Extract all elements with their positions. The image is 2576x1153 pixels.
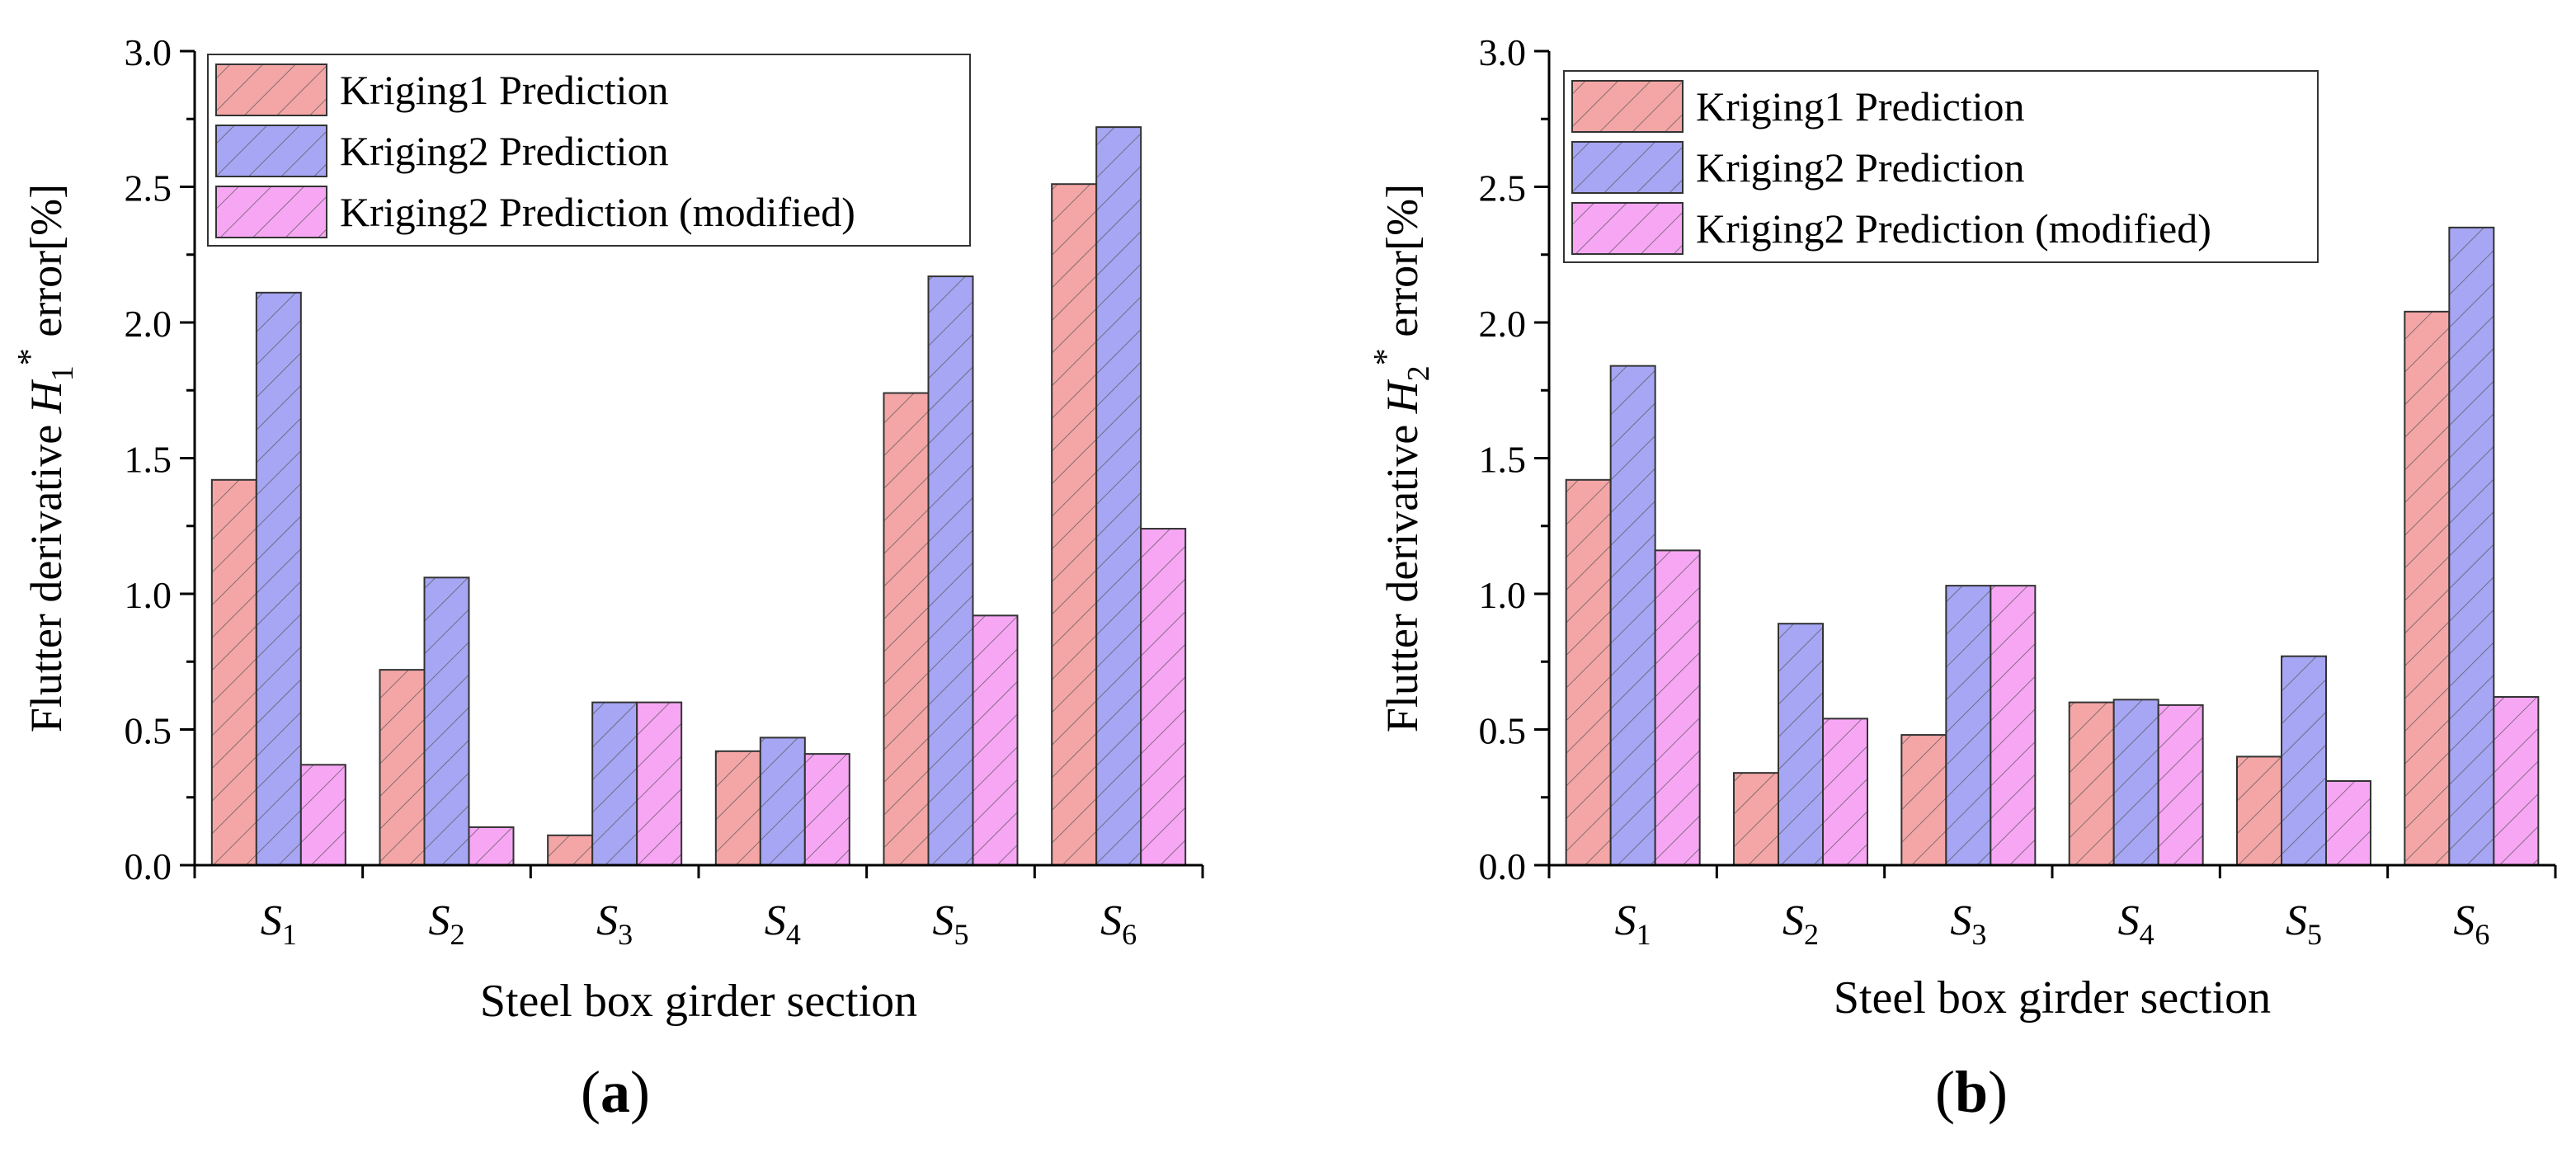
legend-label-kriging1: Kriging1 Prediction — [340, 67, 669, 113]
panel-label: (a) — [581, 1059, 650, 1125]
bar-kriging1-s5 — [2236, 755, 2282, 867]
bar-kriging2-modified-s5 — [2325, 780, 2371, 867]
legend-swatch-kriging1 — [1571, 80, 1684, 133]
bar-kriging1-s6 — [2404, 310, 2451, 866]
bar-kriging2-s6 — [2448, 226, 2495, 867]
bar-kriging1-s5 — [883, 392, 930, 867]
y-tick-label: 0.0 — [125, 845, 172, 887]
x-tick-label-s4: S4 — [2118, 897, 2155, 951]
bar-kriging2-s1 — [1609, 365, 1656, 866]
legend-swatch-kriging1 — [215, 64, 327, 116]
y-tick-label: 1.5 — [125, 439, 172, 481]
bar-kriging2-modified-s3 — [1990, 585, 2037, 866]
bar-kriging2-modified-s1 — [1654, 549, 1701, 866]
y-tick-label: 0.5 — [125, 710, 172, 752]
x-tick-label-s6: S6 — [2453, 897, 2489, 951]
legend-swatch-kriging2-modified — [215, 186, 327, 238]
bar-kriging2-s2 — [423, 576, 470, 866]
x-axis-label: Steel box girder section — [480, 976, 917, 1027]
bar-kriging2-modified-s4 — [803, 753, 850, 866]
bar-kriging2-s6 — [1095, 126, 1142, 866]
bar-kriging1-s2 — [1733, 772, 1779, 867]
chart-panel-b: 0.0 0.5 1.0 1.5 2.0 2.5 3.0 S1 S2 S3 S4 S5 S6 Krigin… — [1368, 31, 2557, 1125]
x-tick-label-s5: S5 — [2286, 897, 2322, 951]
bar-kriging2-modified-s6 — [2493, 696, 2540, 867]
bar-kriging1-s2 — [379, 669, 426, 866]
bar-kriging1-s1 — [210, 478, 257, 866]
bars-group — [210, 126, 1187, 867]
x-tick-label-s2: S2 — [1782, 897, 1819, 951]
bar-kriging2-modified-s1 — [299, 764, 346, 867]
bar-kriging1-s3 — [1900, 734, 1947, 867]
bar-kriging1-s4 — [714, 750, 761, 866]
y-tick-label: 2.5 — [125, 167, 172, 209]
legend-label-kriging2-modified: Kriging2 Prediction (modified) — [340, 189, 855, 235]
bar-kriging1-s4 — [2068, 701, 2115, 866]
legend-swatch-kriging2-modified — [1571, 202, 1684, 255]
legend-label-kriging1: Kriging1 Prediction — [1696, 83, 2025, 129]
legend: Kriging1 Prediction Kriging2 Prediction Kr… — [1563, 70, 2319, 263]
bar-kriging2-modified-s5 — [972, 614, 1019, 866]
legend-frame — [207, 54, 971, 247]
bar-kriging2-s4 — [2112, 699, 2159, 866]
y-tick-label: 1.5 — [1479, 439, 1527, 481]
legend-swatch-kriging2 — [215, 125, 327, 177]
y-tick-label: 0.0 — [1479, 845, 1527, 887]
x-tick-label-s4: S4 — [765, 897, 801, 951]
y-tick-label: 2.0 — [125, 303, 172, 345]
chart-panel-a: 0.0 0.5 1.0 1.5 2.0 2.5 3.0 S1 S2 S3 S4 S5 S6 Krigin… — [12, 31, 1204, 1125]
y-tick-label: 2.0 — [1479, 303, 1527, 345]
panel-label: (b) — [1935, 1059, 2008, 1125]
legend-label-kriging2-modified: Kriging2 Prediction (modified) — [1696, 205, 2211, 252]
x-tick-label-s3: S3 — [1950, 897, 1986, 951]
bar-kriging2-s5 — [2281, 655, 2327, 866]
axes-group: 0.0 0.5 1.0 1.5 2.0 2.5 3.0 S1 S2 S3 S4 S5 S6 — [1479, 31, 2557, 951]
x-axis-label: Steel box girder section — [1834, 972, 2271, 1024]
bar-kriging2-s3 — [1945, 585, 1992, 866]
x-tick-label-s1: S1 — [261, 897, 297, 951]
bar-kriging2-s4 — [759, 737, 806, 866]
legend-swatch-kriging2 — [1571, 141, 1684, 194]
x-tick-label-s1: S1 — [1615, 897, 1651, 951]
bar-kriging2-s3 — [591, 701, 638, 866]
bar-kriging2-modified-s2 — [468, 826, 515, 867]
bar-kriging2-modified-s6 — [1140, 528, 1187, 866]
x-tick-label-s3: S3 — [596, 897, 633, 951]
bar-kriging1-s6 — [1051, 183, 1098, 866]
bar-kriging2-modified-s4 — [2157, 704, 2204, 867]
x-tick-label-s2: S2 — [429, 897, 465, 951]
y-tick-label: 1.0 — [125, 574, 172, 616]
legend-label-kriging2: Kriging2 Prediction — [1696, 144, 2025, 191]
y-tick-label: 1.0 — [1479, 574, 1527, 616]
y-tick-label: 3.0 — [125, 31, 172, 73]
legend: Kriging1 Prediction Kriging2 Prediction Kr… — [207, 54, 971, 247]
bar-kriging2-modified-s2 — [1822, 718, 1868, 867]
bar-kriging2-s2 — [1778, 623, 1824, 866]
y-axis-label: Flutter derivative H2* error[%] — [1368, 184, 1436, 732]
bar-kriging2-s1 — [255, 291, 302, 866]
bars-group — [1565, 226, 2540, 867]
bar-kriging1-s1 — [1565, 478, 1612, 866]
x-tick-label-s5: S5 — [933, 897, 969, 951]
bar-kriging2-s5 — [927, 275, 974, 866]
y-tick-label: 2.5 — [1479, 167, 1527, 209]
x-tick-label-s6: S6 — [1100, 897, 1137, 951]
bar-kriging1-s3 — [547, 834, 594, 866]
axes-group: 0.0 0.5 1.0 1.5 2.0 2.5 3.0 S1 S2 S3 S4 S5 S6 — [125, 31, 1204, 951]
y-tick-label: 0.5 — [1479, 710, 1527, 752]
y-axis-label: Flutter derivative H1* error[%] — [12, 184, 80, 732]
bar-kriging2-modified-s3 — [636, 701, 683, 866]
legend-frame — [1563, 70, 2319, 263]
y-tick-label: 3.0 — [1479, 31, 1527, 73]
legend-label-kriging2: Kriging2 Prediction — [340, 128, 669, 174]
